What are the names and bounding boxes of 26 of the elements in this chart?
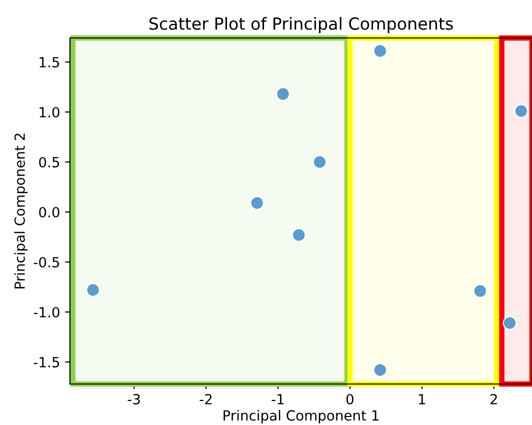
- point: [514, 104, 528, 118]
- x-tick-label: -2: [200, 394, 212, 404]
- x-tick-label: 1: [419, 394, 426, 404]
- point: [312, 155, 327, 169]
- chart-title: Scatter Plot of Principal Components: [149, 17, 453, 34]
- y-tick-label: -1.0: [34, 306, 60, 318]
- x-tick-label: 2: [490, 394, 497, 404]
- point: [373, 44, 388, 58]
- point: [276, 87, 290, 101]
- y-tick-label: 1.0: [40, 106, 60, 118]
- point: [373, 363, 388, 377]
- x-tick-label: -3: [128, 394, 140, 404]
- y-tick-label: 0.5: [39, 156, 60, 168]
- y-tick-label: 1.5: [40, 57, 60, 68]
- x-tick-label: 0: [346, 394, 354, 404]
- y-tick-label: -0.5: [34, 256, 60, 268]
- y-tick-label: -1.5: [34, 357, 60, 368]
- point: [292, 228, 306, 242]
- y-axis-title: Principal Component 2: [14, 134, 28, 288]
- x-axis-title: Principal Component 1: [224, 410, 378, 424]
- x-tick-label: -1: [272, 394, 284, 404]
- point: [473, 284, 488, 298]
- y-tick-label: 0.0: [39, 206, 60, 218]
- point: [502, 316, 517, 330]
- point: [250, 196, 264, 210]
- point: [86, 283, 100, 297]
